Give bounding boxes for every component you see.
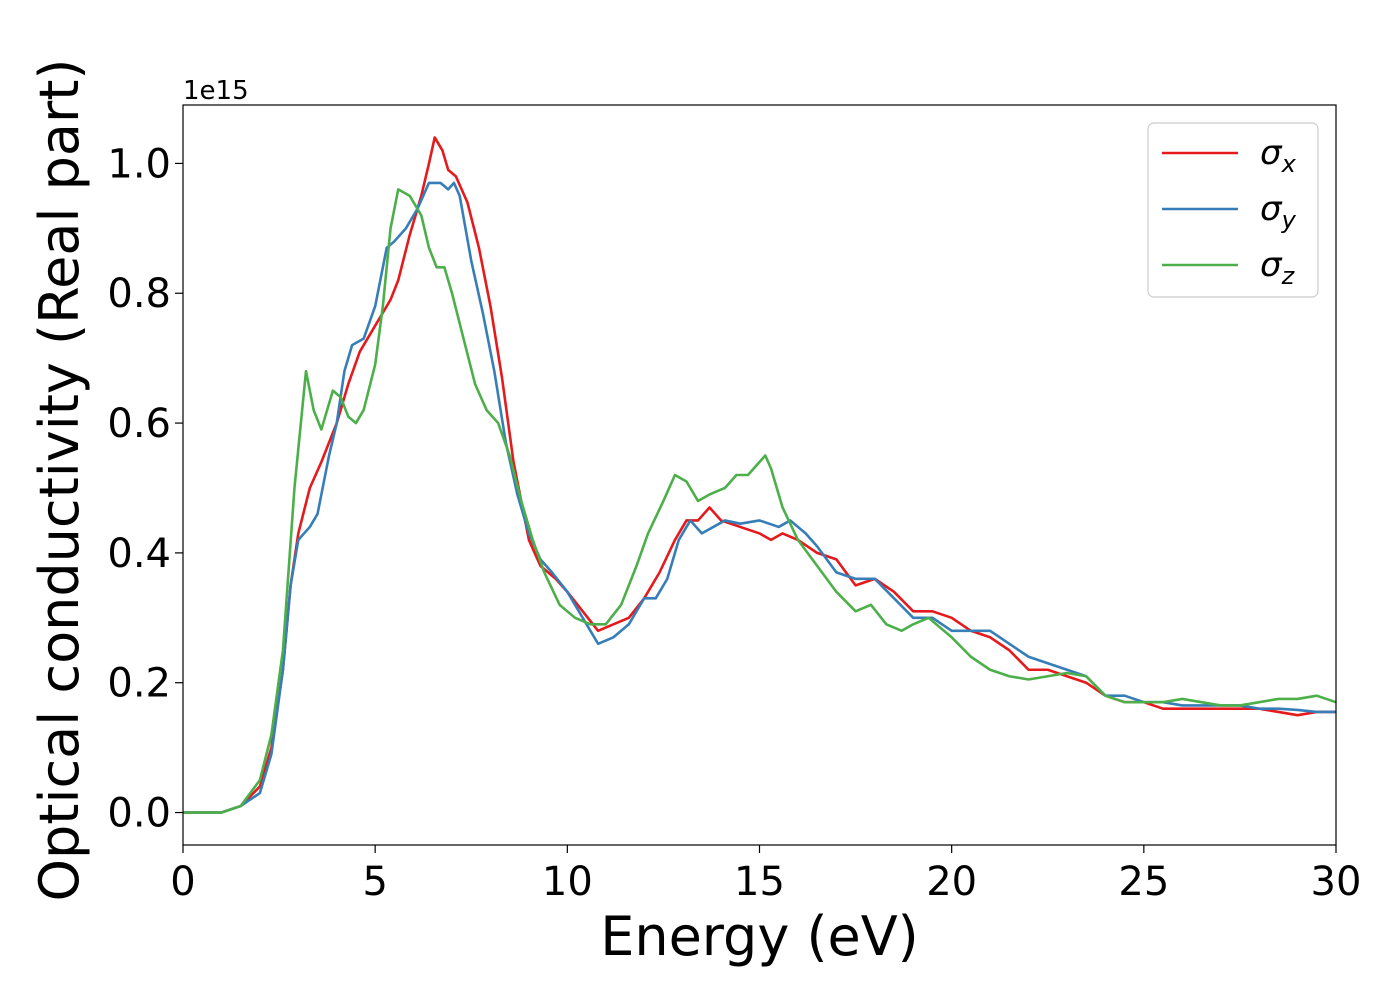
x-axis-ticks: 0 5 10 15 20 25 30: [170, 845, 1361, 905]
series-layer: [183, 136, 1336, 814]
series-line-x: [183, 136, 1336, 814]
y-tick-label: 0.2: [107, 661, 171, 707]
x-tick-label: 30: [1311, 859, 1362, 905]
legend-label-x: σx: [1260, 133, 1297, 178]
x-tick-label: 25: [1118, 859, 1169, 905]
y-offset-label: 1e15: [183, 76, 249, 106]
y-axis-ticks: 0.0 0.2 0.4 0.6 0.8 1.0: [107, 141, 183, 837]
y-tick-label: 0.0: [107, 791, 171, 837]
y-tick-label: 0.6: [107, 401, 171, 447]
legend: σx σy σz: [1147, 122, 1319, 298]
x-tick-label: 15: [734, 859, 785, 905]
y-tick-label: 0.4: [107, 531, 171, 577]
legend-label-z: σz: [1260, 245, 1296, 290]
x-tick-label: 20: [926, 859, 977, 905]
x-tick-label: 10: [542, 859, 593, 905]
x-tick-label: 5: [362, 859, 387, 905]
y-tick-label: 1.0: [107, 141, 171, 187]
x-axis-label: Energy (eV): [600, 905, 919, 968]
legend-label-y: σy: [1260, 189, 1297, 234]
y-axis-label: Optical conductivity (Real part): [28, 59, 91, 902]
y-tick-label: 0.8: [107, 271, 171, 317]
x-tick-label: 0: [170, 859, 195, 905]
series-line-z: [183, 188, 1336, 814]
